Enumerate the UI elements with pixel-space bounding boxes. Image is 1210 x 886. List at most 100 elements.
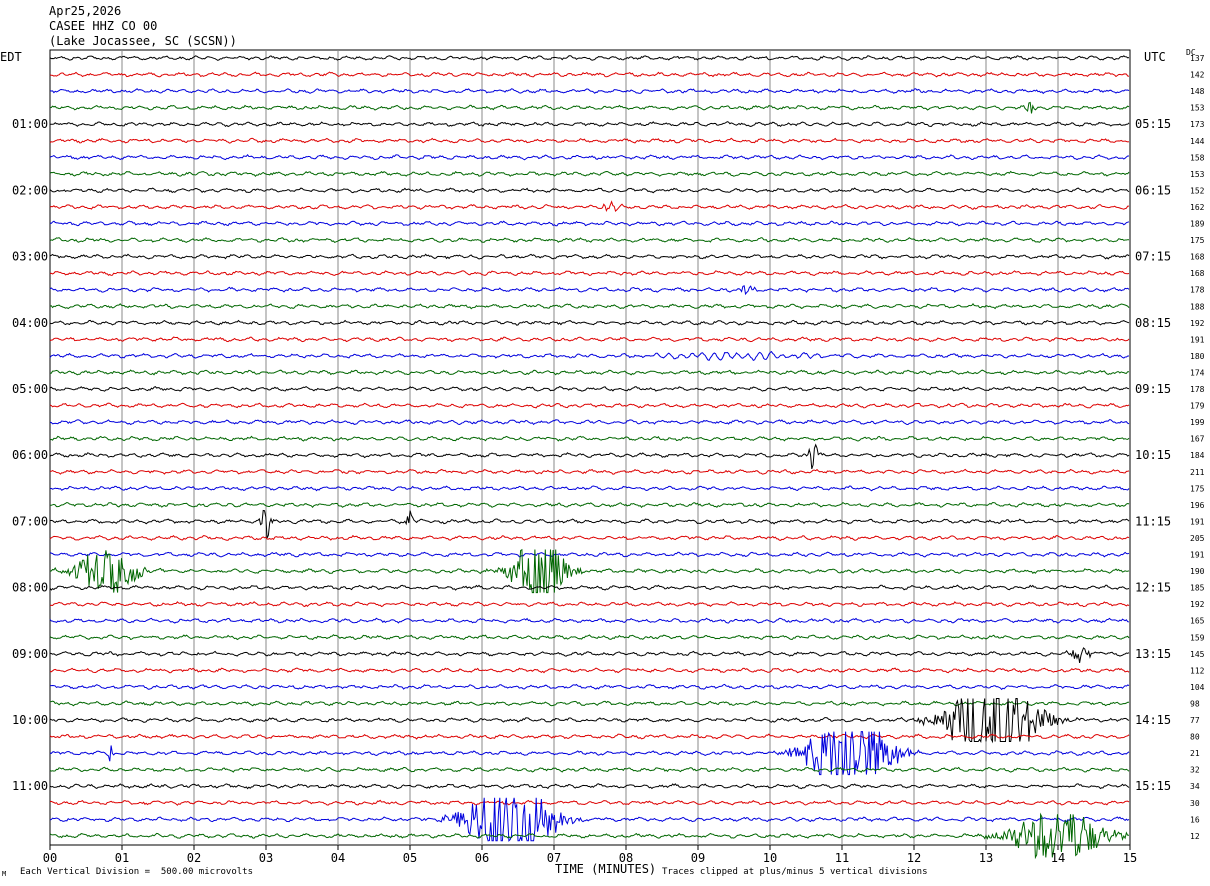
trace-line	[49, 698, 1130, 744]
dc-offset-label: 158	[1190, 153, 1205, 162]
dc-offset-label: 205	[1190, 534, 1205, 543]
scale-note: Each Vertical Division = 500.00 microvol…	[20, 867, 253, 877]
trace-line	[49, 88, 1130, 95]
trace-line	[49, 683, 1130, 691]
trace-line	[49, 435, 1130, 442]
dc-offset-label: 184	[1190, 451, 1205, 460]
trace-line	[49, 617, 1130, 624]
dc-offset-label: 211	[1190, 468, 1205, 477]
dc-offset-label: 144	[1190, 137, 1205, 146]
dc-offset-label: 77	[1190, 716, 1200, 725]
trace-line	[49, 551, 1130, 558]
trace-line	[49, 534, 1130, 541]
trace-line	[49, 402, 1130, 409]
x-tick-label: 11	[835, 851, 849, 865]
trace-line	[49, 799, 1130, 806]
trace-line	[49, 187, 1130, 194]
right-hour-label: 15:15	[1135, 779, 1171, 793]
dc-offset-label: 32	[1190, 766, 1200, 775]
x-axis-label: TIME (MINUTES)	[555, 862, 657, 876]
right-hour-label: 07:15	[1135, 250, 1171, 264]
clip-note: Traces clipped at plus/minus 5 vertical …	[662, 867, 928, 877]
left-hour-label: 04:00	[12, 316, 48, 330]
right-hour-label: 11:15	[1135, 514, 1171, 528]
dc-offset-label: 104	[1190, 683, 1205, 692]
x-tick-label: 02	[187, 851, 201, 865]
trace-line	[49, 237, 1129, 244]
trace-line	[49, 220, 1130, 227]
trace-line	[49, 700, 1130, 707]
dc-offset-label: 178	[1190, 286, 1205, 295]
left-hour-label: 06:00	[12, 448, 48, 462]
grid-lines	[49, 49, 1131, 846]
dc-offset-label: 190	[1190, 567, 1205, 576]
x-tick-label: 14	[1051, 851, 1065, 865]
trace-line	[49, 812, 1129, 860]
trace-line	[49, 766, 1130, 773]
trace-line	[49, 443, 1130, 470]
dc-offset-label: 168	[1190, 269, 1205, 278]
right-hour-label: 12:15	[1135, 581, 1171, 595]
trace-line	[49, 170, 1130, 177]
trace-line	[50, 501, 1130, 509]
plot-date: Apr25,2026	[49, 4, 122, 18]
dc-offset-label: 112	[1190, 666, 1205, 675]
x-tick-label: 09	[691, 851, 705, 865]
trace-line	[49, 783, 1130, 790]
dc-offset-label: 174	[1190, 368, 1205, 377]
trace-line	[49, 634, 1130, 641]
station-location: (Lake Jocassee, SC (SCSN))	[49, 34, 237, 48]
dc-offset-label: 191	[1190, 335, 1205, 344]
x-tick-label: 12	[907, 851, 921, 865]
right-hour-label: 09:15	[1135, 382, 1171, 396]
dc-offset-label: 12	[1190, 832, 1200, 841]
dc-offset-label: 34	[1190, 782, 1200, 791]
trace-line	[49, 385, 1130, 392]
dc-offset-label: 162	[1190, 203, 1205, 212]
dc-label: DC	[1186, 48, 1196, 57]
x-tick-label: 01	[115, 851, 129, 865]
trace-line	[49, 733, 1130, 740]
trace-line	[49, 667, 1130, 674]
dc-offset-label: 145	[1190, 650, 1205, 659]
x-tick-label: 13	[979, 851, 993, 865]
dc-offset-label: 98	[1190, 699, 1200, 708]
trace-line	[49, 797, 1130, 842]
trace-line	[49, 485, 1130, 492]
dc-offset-label: 191	[1190, 551, 1205, 560]
dc-offset-label: 137	[1190, 54, 1205, 63]
dc-offset-label: 148	[1190, 87, 1205, 96]
trace-line	[49, 601, 1130, 608]
x-tick-label: 04	[331, 851, 345, 865]
x-tick-label: 07	[547, 851, 561, 865]
right-hour-label: 08:15	[1135, 316, 1171, 330]
dc-offset-label: 196	[1190, 501, 1205, 510]
seismic-traces	[49, 55, 1130, 860]
right-hour-label: 14:15	[1135, 713, 1171, 727]
trace-line	[49, 253, 1130, 260]
left-hour-label: 09:00	[12, 647, 48, 661]
trace-line	[49, 350, 1129, 362]
right-hour-label: 13:15	[1135, 647, 1171, 661]
trace-line	[49, 101, 1130, 114]
dc-offset-label: 188	[1190, 302, 1205, 311]
trace-line	[49, 200, 1129, 213]
left-hour-label: 08:00	[12, 581, 48, 595]
trace-line	[49, 647, 1130, 663]
trace-line	[49, 468, 1130, 475]
trace-line	[49, 121, 1130, 128]
trace-line	[49, 509, 1130, 539]
dc-offset-label: 178	[1190, 385, 1205, 394]
plot-frame	[49, 49, 1131, 846]
trace-line	[49, 55, 1130, 61]
trace-line	[49, 584, 1130, 591]
dc-offset-label: 199	[1190, 418, 1205, 427]
trace-line	[49, 419, 1130, 426]
left-hour-label: 11:00	[12, 779, 48, 793]
trace-line	[49, 336, 1130, 343]
dc-offset-label: 167	[1190, 435, 1205, 444]
dc-offset-label: 16	[1190, 815, 1200, 824]
corner-mark: M	[2, 870, 7, 878]
x-tick-label: 08	[619, 851, 633, 865]
